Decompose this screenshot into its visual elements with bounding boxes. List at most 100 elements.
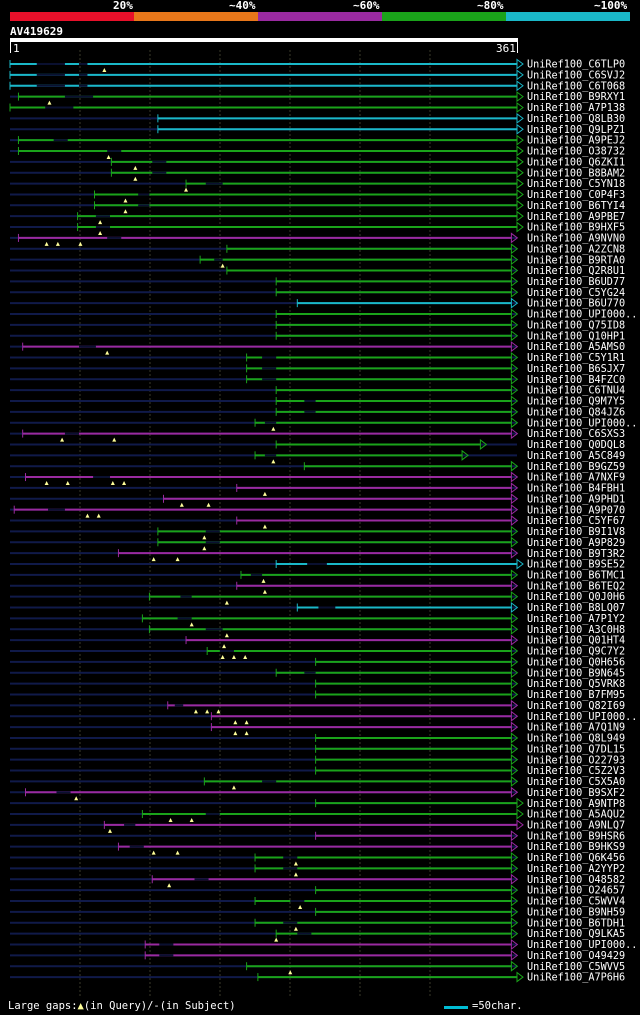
hit-end-arrow	[516, 145, 524, 157]
hit-end-arrow	[516, 112, 524, 124]
hit-label: UniRef100_C0P4F3	[527, 190, 625, 201]
legend-bar-100	[506, 12, 630, 21]
gap-marker	[231, 654, 236, 659]
hit-end-arrow	[516, 558, 524, 570]
hit-end-arrow	[510, 786, 519, 798]
hit-label: UniRef100_B9I1V8	[527, 527, 625, 538]
gap-marker	[133, 165, 138, 170]
hit-end-arrow	[510, 330, 519, 342]
legend-bar-60	[258, 12, 382, 21]
hit-label: UniRef100_A9PHD1	[527, 494, 625, 505]
hit-label: UniRef100_Q5VRK8	[527, 679, 625, 690]
hit-label: UniRef100_Q9C7Y2	[527, 647, 625, 658]
gap-marker	[106, 154, 111, 159]
hit-end-arrow	[516, 123, 524, 135]
hit-end-arrow	[516, 188, 524, 200]
hit-label: UniRef100_C5WVV5	[527, 962, 625, 973]
gap-marker	[98, 220, 103, 225]
gap-marker	[98, 231, 103, 236]
legend-label-60: ~60%	[353, 0, 380, 12]
hit-label: UniRef100_O22793	[527, 755, 625, 766]
gap-marker	[179, 502, 184, 507]
hit-label: UniRef100_B6TDH1	[527, 918, 625, 929]
hit-end-arrow	[510, 275, 519, 287]
hit-label: UniRef100_A9P070	[527, 505, 625, 516]
hit-end-arrow	[510, 917, 519, 929]
legend-label-80: ~80%	[477, 0, 504, 12]
hit-label: UniRef100_A9NTP8	[527, 799, 625, 810]
gap-marker	[222, 644, 227, 649]
hit-label: UniRef100_Q6K456	[527, 853, 625, 864]
hit-end-arrow	[516, 69, 524, 81]
hit-end-arrow	[510, 243, 519, 255]
hit-label: UniRef100_C5WVV4	[527, 897, 625, 908]
gap-marker	[168, 818, 173, 823]
hit-end-arrow	[510, 406, 519, 418]
hit-end-arrow	[516, 80, 524, 92]
hit-end-arrow	[510, 775, 519, 787]
hit-end-arrow	[516, 134, 524, 146]
hit-label: UniRef100_A7P1Y2	[527, 614, 625, 625]
hit-label: UniRef100_Q82I69	[527, 701, 625, 712]
hit-end-arrow	[510, 286, 519, 298]
gap-marker	[293, 926, 298, 931]
hit-label: UniRef100_Q9M7Y5	[527, 397, 625, 408]
hit-label: UniRef100_A5C849	[527, 451, 625, 462]
hit-end-arrow	[510, 384, 519, 396]
hit-label: UniRef100_B9RXY1	[527, 92, 625, 103]
hit-label: UniRef100_A3C0H8	[527, 625, 625, 636]
gap-marker	[202, 546, 207, 551]
hit-label: UniRef100_A5AQU2	[527, 810, 625, 821]
hit-end-arrow	[516, 210, 524, 222]
hit-end-arrow	[510, 852, 519, 864]
hit-label: UniRef100_B6U770	[527, 299, 625, 310]
gap-marker	[78, 241, 83, 246]
hit-end-arrow	[510, 830, 519, 842]
hit-end-arrow	[516, 819, 524, 831]
gap-marker	[261, 578, 266, 583]
query-name: AV419629	[10, 25, 63, 38]
gap-marker	[293, 872, 298, 877]
gap-marker	[175, 557, 180, 562]
hit-label: UniRef100_Q8LB30	[527, 114, 625, 125]
gap-marker	[193, 709, 198, 714]
hit-label: UniRef100_B8BAM2	[527, 168, 625, 179]
hit-end-arrow	[510, 395, 519, 407]
hit-label: UniRef100_A9PEJ2	[527, 136, 625, 147]
gap-marker	[293, 861, 298, 866]
footer-prefix: Large gaps:	[8, 1000, 78, 1012]
gap-marker	[133, 176, 138, 181]
hit-end-arrow	[510, 482, 519, 494]
hit-end-arrow	[510, 656, 519, 668]
hit-label: UniRef100_O38732	[527, 147, 625, 158]
hit-end-arrow	[510, 341, 519, 353]
hit-end-arrow	[510, 428, 519, 440]
gap-marker	[202, 535, 207, 540]
gap-marker	[110, 481, 115, 486]
hit-label: UniRef100_Q7DL15	[527, 744, 625, 755]
hit-label: UniRef100_B9RTA0	[527, 255, 625, 266]
gap-marker	[189, 818, 194, 823]
hit-end-arrow	[510, 949, 519, 961]
hit-label: UniRef100_O24657	[527, 886, 625, 897]
hit-end-arrow	[510, 678, 519, 690]
hit-label: UniRef100_Q10HP1	[527, 331, 625, 342]
hit-end-arrow	[516, 199, 524, 211]
hit-end-arrow	[510, 612, 519, 624]
hit-label: UniRef100_Q0J0H6	[527, 592, 625, 603]
hit-end-arrow	[510, 580, 519, 592]
hit-end-arrow	[510, 373, 519, 385]
hit-end-arrow	[510, 297, 519, 309]
hit-end-arrow	[510, 699, 519, 711]
hit-label: UniRef100_B9N645	[527, 668, 625, 679]
hit-end-arrow	[510, 601, 519, 614]
hit-end-arrow	[510, 319, 519, 331]
hit-label: UniRef100_B6SJX7	[527, 364, 625, 375]
legend-bar-80	[382, 12, 506, 21]
hit-end-arrow	[510, 623, 519, 635]
gap-marker	[231, 785, 236, 790]
gap-marker	[271, 426, 276, 431]
hit-label: UniRef100_C5Y1R1	[527, 353, 625, 364]
gap-marker	[151, 850, 156, 855]
hit-label: UniRef100_A2ZCN8	[527, 244, 625, 255]
